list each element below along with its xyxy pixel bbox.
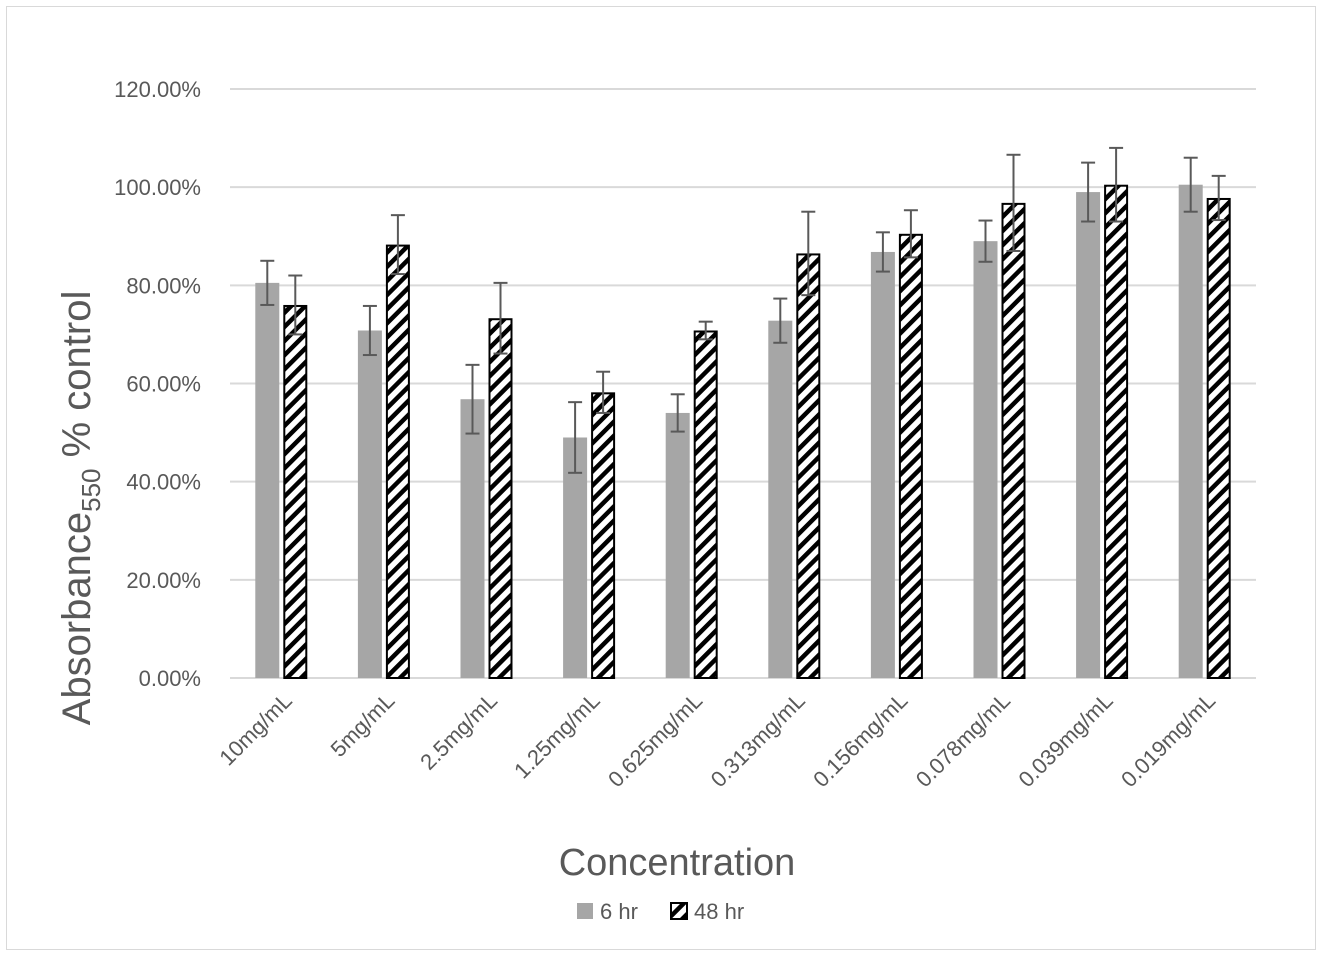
y-axis-title-main: Absorbance: [55, 512, 99, 725]
x-axis-title: Concentration: [559, 842, 796, 884]
y-tick-label: 20.00%: [126, 568, 201, 593]
y-tick-label: 0.00%: [139, 666, 201, 691]
bar-48hr: [591, 392, 616, 679]
y-tick-label: 80.00%: [126, 273, 201, 298]
y-tick-label: 60.00%: [126, 372, 201, 397]
y-tick-label: 40.00%: [126, 470, 201, 495]
y-axis-title: Absorbance550 % control: [55, 291, 106, 726]
bar-48hr: [898, 233, 923, 679]
bars: [255, 184, 1231, 680]
x-tick-label: 0.078mg/mL: [911, 688, 1015, 792]
legend: 6 hr 48 hr: [577, 899, 744, 924]
bar-48hr: [1001, 202, 1026, 680]
bar-6hr: [563, 437, 588, 678]
error-bars: [260, 146, 1226, 474]
bar-48hr: [1206, 197, 1231, 679]
x-tick-label: 0.156mg/mL: [808, 688, 912, 792]
bar-6hr: [973, 241, 998, 679]
bar-48hr: [693, 330, 718, 679]
bar-6hr: [460, 399, 485, 678]
x-tick-label: 5mg/mL: [326, 688, 400, 762]
x-tick-labels: 10mg/mL 5mg/mL 2.5mg/mL 1.25mg/mL0.625mg/mL…: [214, 688, 1220, 792]
legend-swatch-6hr: [577, 903, 593, 919]
x-tick-label: 2.5mg/mL: [415, 688, 502, 775]
x-tick-label: 0.625mg/mL: [603, 688, 707, 792]
x-tick-label: 0.039mg/mL: [1013, 688, 1117, 792]
bar-48hr: [283, 304, 308, 679]
x-tick-label: 10mg/mL: [214, 688, 297, 771]
bar-48hr: [488, 318, 513, 679]
bar-48hr: [796, 253, 821, 679]
bar-6hr: [1076, 192, 1101, 678]
gridlines: [230, 88, 1256, 679]
bar-6hr: [768, 320, 793, 678]
bar-6hr: [1178, 184, 1203, 678]
bar-6hr: [357, 330, 382, 678]
x-tick-label: 1.25mg/mL: [509, 688, 605, 784]
legend-label-6hr: 6 hr: [600, 899, 638, 924]
y-tick-label: 120.00%: [114, 77, 201, 102]
bar-48hr: [385, 244, 410, 679]
bar-6hr: [870, 251, 895, 678]
y-tick-labels: 0.00% 20.00% 40.00% 60.00% 80.00% 100.00% 120.…: [114, 77, 201, 691]
y-axis-title-rest: % control: [55, 291, 99, 469]
bar-48hr: [1104, 184, 1129, 679]
y-tick-label: 100.00%: [114, 175, 201, 200]
x-tick-label: 0.019mg/mL: [1116, 688, 1220, 792]
x-tick-label: 0.313mg/mL: [706, 688, 810, 792]
legend-swatch-48hr: [670, 902, 688, 920]
y-axis-title-subscript: 550: [76, 468, 106, 511]
legend-label-48hr: 48 hr: [694, 899, 744, 924]
bar-6hr: [665, 412, 690, 678]
bar-6hr: [255, 282, 280, 678]
